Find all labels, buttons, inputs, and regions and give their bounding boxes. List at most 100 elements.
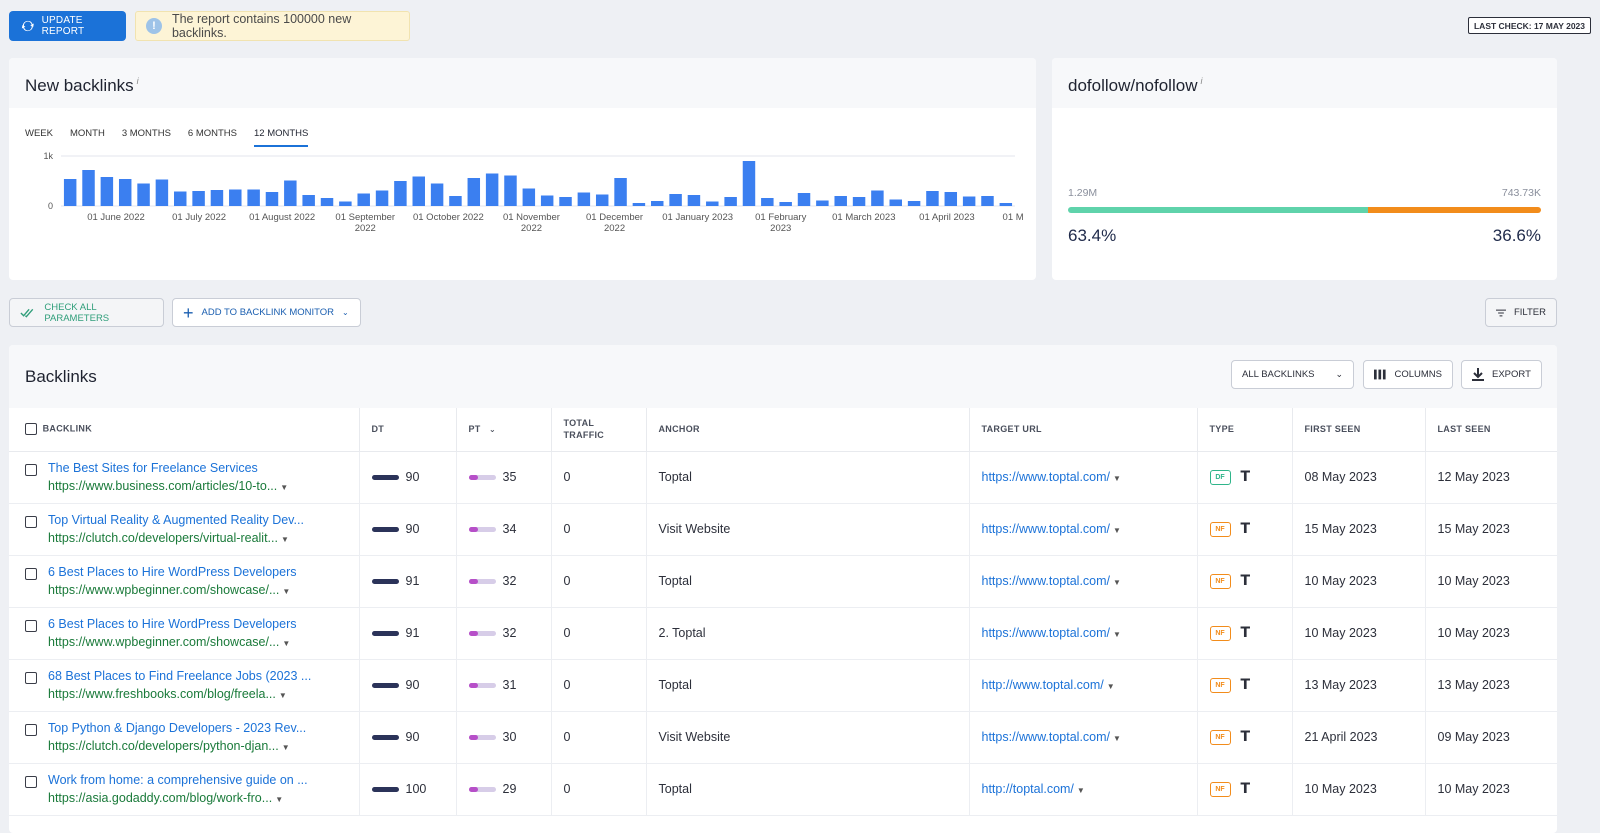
caret-down-icon[interactable]: ▼ xyxy=(280,483,289,492)
chart-bar[interactable] xyxy=(192,191,205,206)
chart-bar[interactable] xyxy=(779,202,792,206)
chart-bar[interactable] xyxy=(577,192,591,207)
chart-bar[interactable] xyxy=(962,196,976,207)
tab-12-months[interactable]: 12 MONTHS xyxy=(254,128,309,147)
caret-down-icon[interactable]: ▼ xyxy=(275,795,284,804)
chart-bar[interactable] xyxy=(926,191,939,206)
caret-down-icon[interactable]: ▼ xyxy=(281,743,290,752)
backlink-url-link[interactable]: https://www.business.com/articles/10-to.… xyxy=(48,479,278,493)
chart-bar[interactable] xyxy=(265,192,279,206)
chart-bar[interactable] xyxy=(82,170,95,206)
chart-bar[interactable] xyxy=(907,201,921,206)
chart-bar[interactable] xyxy=(210,190,224,206)
chart-bar[interactable] xyxy=(284,180,297,207)
filter-button[interactable]: FILTER xyxy=(1485,298,1557,327)
chart-bar[interactable] xyxy=(247,189,260,207)
header-total-traffic[interactable]: TOTAL TRAFFIC xyxy=(551,408,647,452)
check-all-parameters-button[interactable]: CHECK ALL PARAMETERS xyxy=(9,298,164,327)
backlink-url-link[interactable]: https://clutch.co/developers/python-djan… xyxy=(48,739,279,753)
chart-bar[interactable] xyxy=(651,201,664,206)
chart-bar[interactable] xyxy=(100,177,114,206)
export-button[interactable]: EXPORT xyxy=(1461,360,1542,389)
chart-bar[interactable] xyxy=(504,175,517,207)
row-checkbox[interactable] xyxy=(25,516,37,528)
header-anchor[interactable]: ANCHOR xyxy=(646,408,970,452)
row-checkbox[interactable] xyxy=(25,464,37,476)
chart-bar[interactable] xyxy=(834,196,847,206)
backlink-title-link[interactable]: Work from home: a comprehensive guide on… xyxy=(48,773,308,787)
chart-bar[interactable] xyxy=(357,193,370,207)
chart-bar[interactable] xyxy=(724,197,737,206)
tab-week[interactable]: WEEK xyxy=(25,128,53,139)
chart-bar[interactable] xyxy=(449,196,462,206)
chart-bar[interactable] xyxy=(394,181,407,206)
caret-down-icon[interactable]: ▼ xyxy=(1113,630,1121,639)
caret-down-icon[interactable]: ▼ xyxy=(278,691,287,700)
chart-bar[interactable] xyxy=(816,200,829,207)
add-to-monitor-button[interactable]: + ADD TO BACKLINK MONITOR ⌄ xyxy=(172,298,361,327)
header-target-url[interactable]: TARGET URL xyxy=(969,408,1198,452)
caret-down-icon[interactable]: ▼ xyxy=(1113,578,1121,587)
caret-down-icon[interactable]: ▼ xyxy=(282,639,291,648)
chart-bar[interactable] xyxy=(889,199,902,207)
chart-bar[interactable] xyxy=(559,197,572,206)
chart-bar[interactable] xyxy=(632,203,646,206)
chart-bar[interactable] xyxy=(302,195,315,206)
chart-bar[interactable] xyxy=(320,198,334,206)
chart-bar[interactable] xyxy=(375,190,389,207)
info-icon[interactable]: i xyxy=(136,76,139,87)
backlink-title-link[interactable]: Top Python & Django Developers - 2023 Re… xyxy=(48,721,307,735)
header-dt[interactable]: DT xyxy=(359,408,457,452)
target-url-link[interactable]: https://www.toptal.com/ xyxy=(981,574,1111,588)
chart-bar[interactable] xyxy=(687,195,701,206)
target-url-link[interactable]: http://www.toptal.com/ xyxy=(981,678,1104,692)
backlink-url-link[interactable]: https://www.wpbeginner.com/showcase/... xyxy=(48,635,280,649)
backlink-url-link[interactable]: https://clutch.co/developers/virtual-rea… xyxy=(48,531,278,545)
chart-bar[interactable] xyxy=(852,197,866,206)
update-report-button[interactable]: UPDATE REPORT xyxy=(9,11,126,41)
info-icon[interactable]: i xyxy=(1200,76,1203,87)
target-url-link[interactable]: https://www.toptal.com/ xyxy=(981,626,1111,640)
caret-down-icon[interactable]: ▼ xyxy=(1106,682,1115,691)
tab-month[interactable]: MONTH xyxy=(69,128,105,139)
chart-bar[interactable] xyxy=(871,190,884,207)
header-pt[interactable]: PT ⌄ xyxy=(456,408,552,452)
chart-bar[interactable] xyxy=(467,178,481,206)
chart-bar[interactable] xyxy=(229,189,242,207)
backlink-url-link[interactable]: https://www.wpbeginner.com/showcase/... xyxy=(48,583,280,597)
target-url-link[interactable]: https://www.toptal.com/ xyxy=(981,522,1111,536)
header-first-seen[interactable]: FIRST SEEN xyxy=(1292,408,1426,452)
row-checkbox[interactable] xyxy=(25,724,37,736)
chart-bar[interactable] xyxy=(595,194,609,207)
caret-down-icon[interactable]: ▼ xyxy=(1113,526,1121,535)
row-checkbox[interactable] xyxy=(25,776,37,788)
columns-button[interactable]: COLUMNS xyxy=(1363,360,1453,389)
target-url-link[interactable]: http://toptal.com/ xyxy=(981,782,1074,796)
caret-down-icon[interactable]: ▼ xyxy=(1113,734,1121,743)
chart-bar[interactable] xyxy=(761,198,774,206)
chart-bar[interactable] xyxy=(797,193,811,206)
chart-bar[interactable] xyxy=(155,179,169,207)
chart-bar[interactable] xyxy=(999,203,1013,206)
chart-bar[interactable] xyxy=(174,191,187,207)
chart-bar[interactable] xyxy=(412,176,425,207)
header-last-seen[interactable]: LAST SEEN xyxy=(1425,408,1557,452)
chart-bar[interactable] xyxy=(63,179,77,206)
row-checkbox[interactable] xyxy=(25,672,37,684)
backlink-title-link[interactable]: 6 Best Places to Hire WordPress Develope… xyxy=(48,617,297,631)
chart-bar[interactable] xyxy=(522,188,536,207)
chart-bar[interactable] xyxy=(614,178,627,206)
backlink-title-link[interactable]: 6 Best Places to Hire WordPress Develope… xyxy=(48,565,297,579)
caret-down-icon[interactable]: ▼ xyxy=(1113,474,1121,483)
caret-down-icon[interactable]: ▼ xyxy=(1076,786,1085,795)
backlink-url-link[interactable]: https://asia.godaddy.com/blog/work-fro..… xyxy=(48,791,273,805)
backlink-title-link[interactable]: 68 Best Places to Find Freelance Jobs (2… xyxy=(48,669,312,683)
backlink-title-link[interactable]: Top Virtual Reality & Augmented Reality … xyxy=(48,513,304,527)
tab-6-months[interactable]: 6 MONTHS xyxy=(187,128,237,139)
chart-bar[interactable] xyxy=(944,192,958,206)
chart-bar[interactable] xyxy=(118,179,132,206)
row-checkbox[interactable] xyxy=(25,620,37,632)
caret-down-icon[interactable]: ▼ xyxy=(282,587,291,596)
chart-bar[interactable] xyxy=(339,201,352,207)
tab-3-months[interactable]: 3 MONTHS xyxy=(121,128,171,139)
